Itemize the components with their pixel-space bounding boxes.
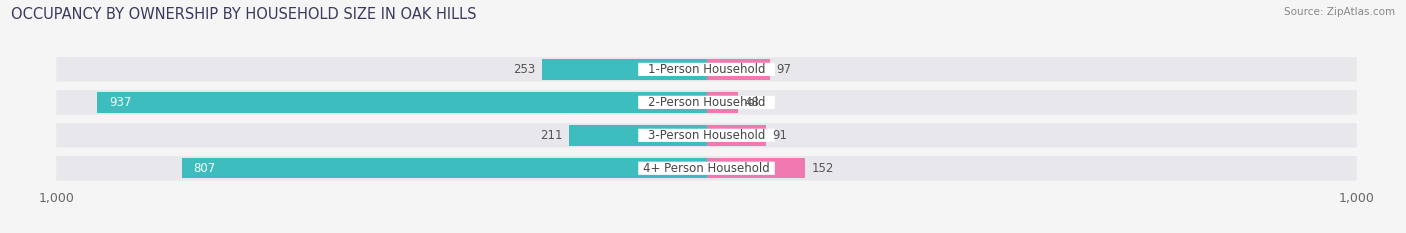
FancyBboxPatch shape bbox=[56, 90, 1357, 115]
Text: OCCUPANCY BY OWNERSHIP BY HOUSEHOLD SIZE IN OAK HILLS: OCCUPANCY BY OWNERSHIP BY HOUSEHOLD SIZE… bbox=[11, 7, 477, 22]
Bar bbox=[707, 125, 766, 146]
FancyBboxPatch shape bbox=[638, 96, 775, 109]
Legend: Owner-occupied, Renter-occupied: Owner-occupied, Renter-occupied bbox=[574, 231, 839, 233]
Bar bbox=[707, 59, 769, 80]
Bar bbox=[707, 158, 806, 178]
Text: Source: ZipAtlas.com: Source: ZipAtlas.com bbox=[1284, 7, 1395, 17]
FancyBboxPatch shape bbox=[638, 129, 775, 142]
Bar bbox=[569, 125, 707, 146]
FancyBboxPatch shape bbox=[56, 156, 1357, 181]
Text: 3-Person Household: 3-Person Household bbox=[648, 129, 765, 142]
Bar bbox=[541, 59, 707, 80]
Text: 2-Person Household: 2-Person Household bbox=[648, 96, 765, 109]
FancyBboxPatch shape bbox=[56, 123, 1357, 147]
Bar bbox=[181, 158, 707, 178]
Bar bbox=[97, 92, 707, 113]
Text: 253: 253 bbox=[513, 63, 536, 76]
Text: 937: 937 bbox=[108, 96, 131, 109]
Text: 97: 97 bbox=[776, 63, 792, 76]
Bar bbox=[707, 92, 738, 113]
FancyBboxPatch shape bbox=[638, 63, 775, 76]
Text: 1-Person Household: 1-Person Household bbox=[648, 63, 765, 76]
Text: 91: 91 bbox=[772, 129, 787, 142]
FancyBboxPatch shape bbox=[638, 162, 775, 175]
Text: 807: 807 bbox=[194, 162, 215, 175]
FancyBboxPatch shape bbox=[56, 57, 1357, 82]
Text: 152: 152 bbox=[811, 162, 834, 175]
Text: 48: 48 bbox=[744, 96, 759, 109]
Text: 4+ Person Household: 4+ Person Household bbox=[643, 162, 770, 175]
Text: 211: 211 bbox=[540, 129, 562, 142]
